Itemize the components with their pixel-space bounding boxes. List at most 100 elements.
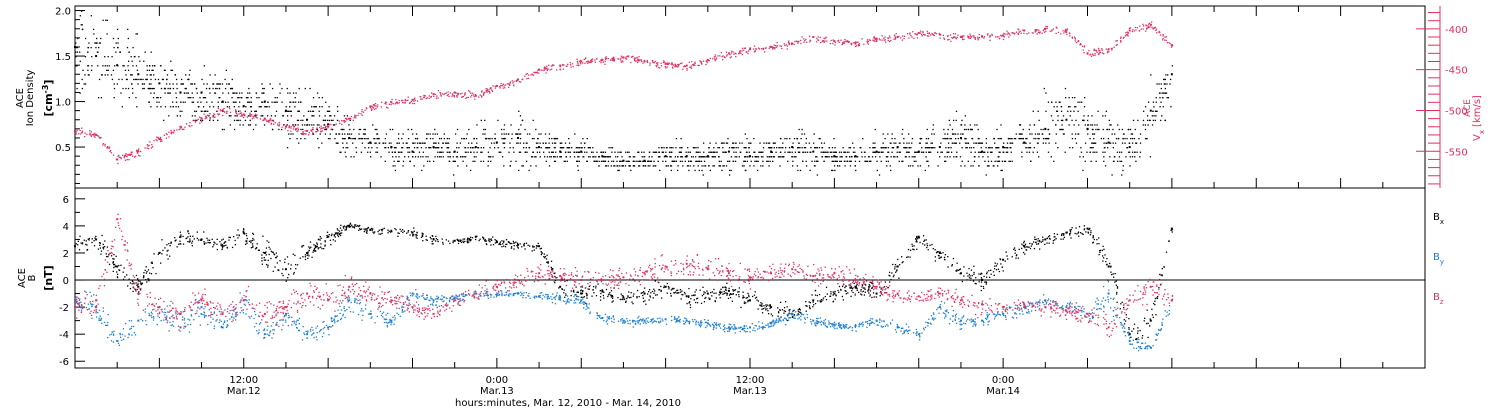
density-series-sample [1008,160,1010,162]
velocity-series-point [727,52,730,55]
velocity-series-sample [151,143,153,146]
density-series-sample [150,92,152,94]
density-series-sample [658,151,661,153]
density-series-sample [1069,106,1071,108]
density-series-sample [648,160,650,162]
density-series-sample [519,137,522,140]
velocity-series-sample [1045,25,1047,28]
velocity-series-sample [320,128,322,130]
field-series-x-sample [961,280,963,283]
field-series-x-sample [265,263,268,266]
density-series-sample [554,142,557,144]
velocity-series-sample [1151,26,1153,28]
field-series-x-sample [344,229,346,231]
density-series-sample [271,87,274,90]
density-series-sample [196,119,198,122]
density-series-sample [493,147,496,149]
density-series-sample [490,156,492,158]
density-series-sample [471,142,473,144]
field-series-x-sample [700,302,703,305]
density-series-sample [670,156,672,158]
velocity-series-sample [1134,26,1137,29]
density-series-sample [746,160,749,162]
velocity-series-sample [341,120,343,122]
velocity-series-sample [903,35,906,37]
density-series-sample [997,156,999,158]
density-series-sample [671,151,673,153]
velocity-series-point [981,35,984,38]
velocity-series-sample [272,120,275,122]
density-series-sample [75,46,78,49]
velocity-series-sample [712,58,714,60]
field-series-x-sample [918,237,921,239]
density-series-sample [275,101,277,103]
density-series-sample [689,165,691,167]
velocity-series-sample [109,149,112,152]
velocity-series-sample [347,118,349,120]
density-series-sample [1060,106,1063,108]
density-series-sample [755,160,758,162]
density-series-sample [127,60,130,62]
velocity-series-sample [579,59,582,61]
field-series-x-sample [883,286,886,288]
velocity-series-sample [874,40,876,43]
field-series-x-sample [330,243,332,246]
velocity-series-sample [256,114,258,116]
density-series-sample [925,156,927,158]
velocity-series-point [369,105,372,108]
density-series-sample [1121,142,1124,144]
density-series-sample [535,147,538,149]
velocity-series-sample [1000,34,1002,37]
field-series-x-sample [261,257,263,259]
velocity-series-sample [957,34,959,36]
density-series-sample [566,147,568,149]
density-series-sample [743,165,745,167]
density-series-sample [463,156,465,158]
density-series-sample [603,156,605,158]
velocity-series-sample [793,43,795,45]
density-tick-label: 2.0 [55,7,71,18]
velocity-series-sample [268,121,270,123]
density-series-sample [168,92,170,94]
velocity-series-point [284,125,287,128]
field-series-x-sample [1081,232,1083,235]
velocity-series-sample [390,103,392,106]
density-series-sample [132,92,134,94]
density-series-sample [344,137,346,140]
density-series-sample [216,83,218,85]
field-series-x-sample [86,248,89,251]
velocity-series-sample [594,59,596,61]
density-series-sample [456,147,458,149]
density-series-sample [1005,147,1007,149]
field-series-x-sample [862,290,865,292]
density-series-sample [566,160,568,162]
density-series-sample [1092,133,1094,135]
velocity-series-sample [1041,32,1043,34]
density-series-sample [618,160,621,162]
velocity-series-sample [1161,39,1164,41]
density-series-sample [146,65,148,67]
field-series-x-sample [307,251,309,253]
density-series-sample [258,106,260,108]
velocity-series-sample [500,82,502,85]
density-series-sample [550,156,552,158]
density-series-sample [861,151,863,153]
density-series-sample [362,133,365,135]
density-series-sample [471,147,473,149]
field-series-x-sample [985,283,987,285]
density-series-sample [168,115,170,117]
velocity-series-sample [693,63,695,65]
density-series-sample [1057,119,1059,122]
field-series-x-sample [816,294,818,297]
velocity-series-sample [1136,27,1138,29]
velocity-series-sample [781,47,783,50]
velocity-series-point [411,98,414,101]
velocity-series-sample [376,106,379,108]
density-series-sample [945,160,947,162]
density-series-sample [1139,151,1142,153]
field-series-x-sample [916,238,919,240]
density-series-sample [234,115,237,117]
velocity-series-sample [209,113,211,115]
density-series-sample [76,46,79,49]
density-series-sample [477,147,480,149]
